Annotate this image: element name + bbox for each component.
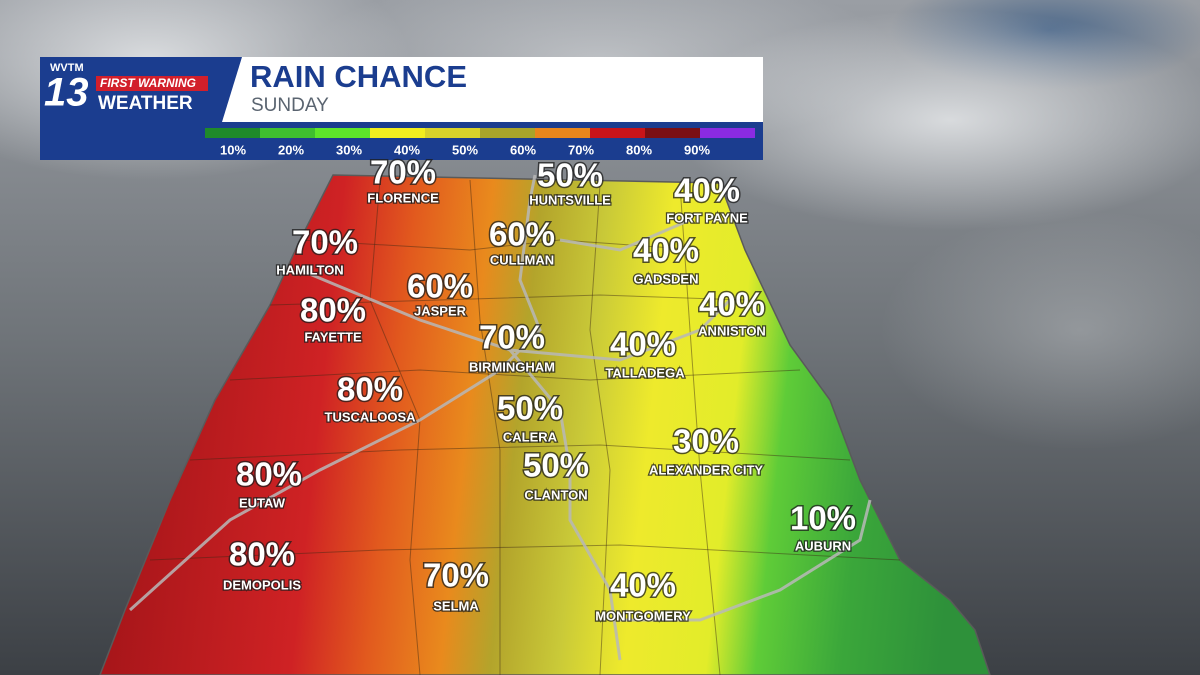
legend-label: 90% [684,142,710,157]
rain-chance: 10% [790,500,856,537]
city: 50% CALERA [495,388,564,445]
city-name: GADSDEN [633,271,698,286]
legend-label: 60% [510,142,536,157]
rain-chance: 40% [633,232,699,269]
rain-chance: 50% [497,390,563,427]
city-name: ANNISTON [698,323,766,338]
city-name: FAYETTE [304,329,362,344]
city: 40%ANNISTON [697,284,767,339]
city: 80%TUSCALOOSA [323,369,417,425]
city: 60%CULLMAN [487,214,556,268]
legend-swatch [535,128,590,138]
city: 50%HUNTSVILLE [528,155,612,208]
legend-label: 70% [568,142,594,157]
rain-chance: 60% [489,216,555,253]
legend-swatch [260,128,315,138]
legend-swatch [480,128,535,138]
rain-chance: 80% [236,456,302,493]
legend-swatch [425,128,480,138]
rain-chance: 40% [610,567,676,604]
legend-swatch [645,128,700,138]
rain-chance: 80% [337,371,403,408]
legend-swatch [700,128,755,138]
rain-chance: 40% [699,286,765,323]
city: 80% EUTAW [234,454,303,511]
subtitle: SUNDAY [251,95,329,116]
rain-chance: 40% [610,326,676,363]
legend-label: 20% [278,142,304,157]
city: 70%HAMILTON [275,222,359,278]
legend-swatch [590,128,645,138]
city-name: MONTGOMERY [595,608,691,623]
city-name: TUSCALOOSA [325,409,417,424]
city-name: JASPER [414,303,467,318]
legend-label: 80% [626,142,652,157]
city: 80% DEMOPOLIS [222,534,303,593]
city: 40% TALLADEGA [604,324,686,381]
rain-chance: 70% [423,557,489,594]
legend: 10% 20% 30% 40% 50% 60% 70% 80% 90% [205,128,755,157]
rain-chance: 80% [300,292,366,329]
legend-label: 30% [336,142,362,157]
station-name: WVTM [50,62,84,74]
legend-label: 50% [452,142,478,157]
city-name: ALEXANDER CITY [649,462,763,477]
city-name: SELMA [433,598,479,613]
title: RAIN CHANCE [250,59,467,94]
city-name: DEMOPOLIS [223,577,301,592]
city-name: CLANTON [524,487,587,502]
rain-chance: 50% [523,447,589,484]
rain-chance: 70% [370,154,436,191]
city-name: HAMILTON [276,262,343,277]
city: 80%FAYETTE [298,290,367,345]
brand-top: FIRST WARNING [100,76,196,90]
city: 70% SELMA [421,555,490,614]
rain-chance: 30% [673,423,739,460]
rain-chance: 60% [407,268,473,305]
brand-badge [96,76,208,91]
legend-swatch [370,128,425,138]
highways [128,174,872,661]
rain-chance: 80% [229,536,295,573]
city-name: FLORENCE [367,190,439,205]
city: 40% GADSDEN [631,230,700,287]
legend-label: 40% [394,142,420,157]
legend-swatch [315,128,370,138]
city-name: CALERA [503,429,558,444]
city: 70% BIRMINGHAM [468,317,556,375]
legend-swatch [205,128,260,138]
city-name: EUTAW [239,495,286,510]
channel-number: 13 [44,71,89,115]
city-name: HUNTSVILLE [529,192,611,207]
city: 60%JASPER [405,266,474,319]
brand-bottom: WEATHER [98,93,193,114]
city-name: TALLADEGA [605,365,685,380]
city-name: FORT PAYNE [666,210,748,225]
city: 40% MONTGOMERY [594,565,692,624]
city: 40%FORT PAYNE [665,170,749,226]
rain-chance: 70% [292,224,358,261]
rain-chance: 50% [537,157,603,194]
city-name: BIRMINGHAM [469,359,555,374]
state-map [99,174,991,675]
city: 10%AUBURN [788,498,857,554]
city: 50% CLANTON [521,445,590,503]
city: 70%FLORENCE [366,152,440,206]
rain-chance: 70% [479,319,545,356]
legend-label: 10% [220,142,246,157]
city: 30% ALEXANDER CITY [648,421,765,478]
city-name: CULLMAN [490,252,554,267]
rain-chance: 40% [674,172,740,209]
cloud [880,210,1200,450]
city-name: AUBURN [795,538,851,553]
